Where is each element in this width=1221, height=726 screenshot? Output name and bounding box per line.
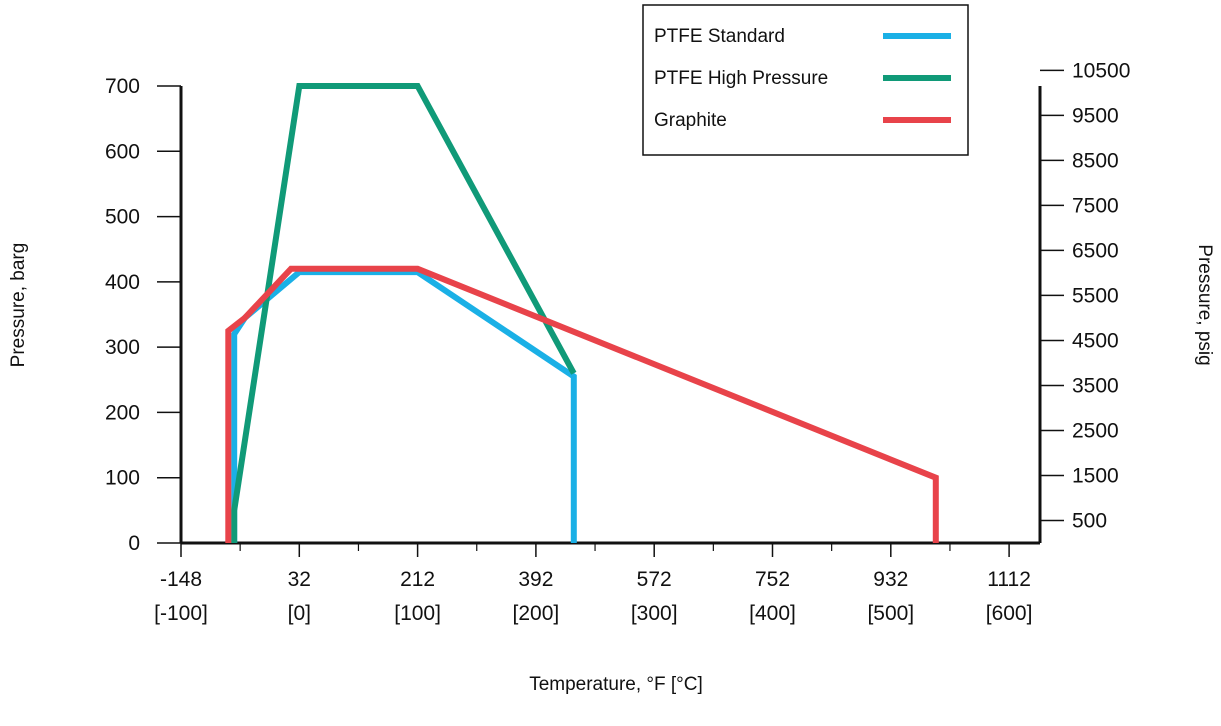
y2-axis-title: Pressure, psig	[1194, 244, 1215, 365]
x-tick-label-f: 572	[637, 568, 672, 591]
y2-tick-label: 2500	[1072, 419, 1119, 442]
x-tick-label-f: 212	[400, 568, 435, 591]
x-tick-label-c: [500]	[867, 602, 914, 625]
x-tick-label-c: [-100]	[154, 602, 208, 625]
x-tick-label-c: [200]	[513, 602, 560, 625]
y2-tick-label: 9500	[1072, 104, 1119, 127]
x-tick-label-c: [300]	[631, 602, 678, 625]
x-tick-label-f: 32	[288, 568, 311, 591]
legend-label-graphite: Graphite	[654, 110, 727, 131]
legend-label-ptfe-high-pressure: PTFE High Pressure	[654, 68, 828, 89]
x-tick-label-f: 752	[755, 568, 790, 591]
x-tick-label-c: [0]	[288, 602, 311, 625]
y-tick-label: 200	[105, 401, 140, 424]
x-tick-label-c: [600]	[986, 602, 1033, 625]
x-tick-label-c: [100]	[394, 602, 441, 625]
y2-tick-label: 6500	[1072, 239, 1119, 262]
axes	[179, 86, 1042, 545]
y2-tick-label: 1500	[1072, 464, 1119, 487]
y-tick-label: 0	[128, 532, 140, 555]
x-tick-label-f: 932	[873, 568, 908, 591]
legend: PTFE Standard PTFE High Pressure Graphite	[642, 4, 969, 156]
x-axis-title: Temperature, °F [°C]	[529, 674, 703, 695]
y-tick-label: 600	[105, 140, 140, 163]
y2-tick-label: 3500	[1072, 374, 1119, 397]
series-line-ptfe-high-pressure	[231, 83, 577, 543]
y2-tick-label: 10500	[1072, 59, 1130, 82]
legend-label-ptfe-standard: PTFE Standard	[654, 26, 785, 47]
x-tick-label-f: 1112	[987, 568, 1031, 591]
legend-items: PTFE Standard PTFE High Pressure Graphite	[654, 26, 951, 131]
series-layer	[225, 83, 939, 543]
y-tick-label: 400	[105, 271, 140, 294]
y-tick-label: 500	[105, 206, 140, 229]
y2-tick-label: 8500	[1072, 149, 1119, 172]
series-line-graphite	[225, 265, 939, 543]
y-axis-title: Pressure, barg	[8, 243, 29, 368]
y-tick-label: 100	[105, 467, 140, 490]
series-line-ptfe-standard	[231, 269, 577, 543]
x-tick-label-f: -148	[160, 568, 202, 591]
x-tick-label-c: [400]	[749, 602, 796, 625]
y2-tick-label: 5500	[1072, 284, 1119, 307]
y2-tick-label: 7500	[1072, 194, 1119, 217]
y-tick-label: 300	[105, 336, 140, 359]
ticks: -148 [-100] 32 [0] 212 [100] 392 [200] 572 [300] 7…	[105, 59, 1130, 625]
x-tick-label-f: 392	[518, 568, 553, 591]
y2-tick-label: 500	[1072, 509, 1107, 532]
y-tick-label: 700	[105, 75, 140, 98]
y2-tick-label: 4500	[1072, 329, 1119, 352]
